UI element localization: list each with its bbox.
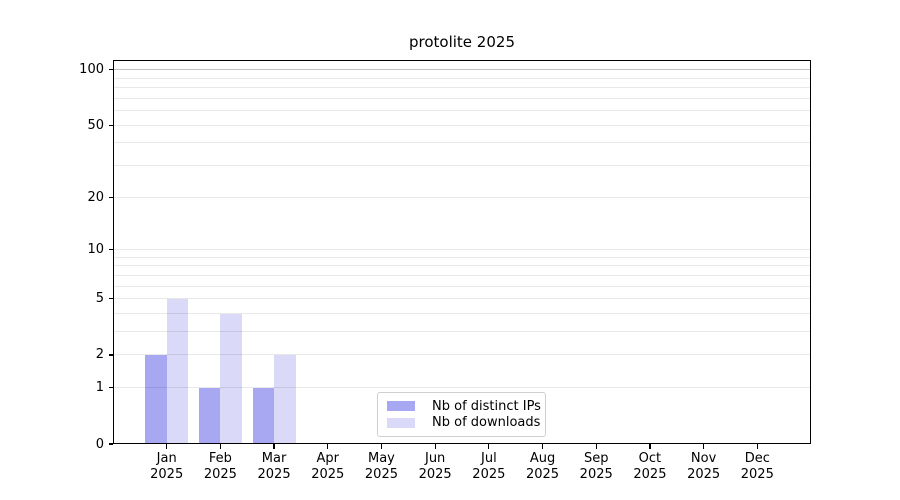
x-tick-year: 2025 <box>525 466 560 482</box>
gridline <box>113 124 811 126</box>
x-tick-label: Apr 2025 <box>293 451 363 482</box>
legend-label-distinct-ips: Nb of distinct IPs <box>432 398 541 414</box>
gridline <box>113 249 811 251</box>
bar-distinct-ips-feb <box>198 387 221 444</box>
x-tick <box>380 444 383 449</box>
x-tick-month: Feb <box>208 451 232 466</box>
gridline <box>113 165 811 167</box>
x-tick-label: Nov 2025 <box>669 451 739 482</box>
x-tick-label: May 2025 <box>346 451 416 482</box>
y-tick <box>108 196 113 198</box>
y-tick-label: 50 <box>87 117 104 133</box>
legend-swatch-distinct-ips <box>387 401 415 412</box>
y-tick <box>108 124 113 126</box>
gridline <box>113 77 811 79</box>
x-tick-year: 2025 <box>740 466 774 482</box>
x-tick-label: Feb 2025 <box>185 451 255 482</box>
legend-item-distinct-ips: Nb of distinct IPs <box>387 398 541 415</box>
y-tick <box>108 69 113 71</box>
gridline <box>113 387 811 389</box>
y-tick-label: 100 <box>79 62 104 78</box>
gridline <box>113 265 811 267</box>
y-tick-label: 2 <box>95 347 104 363</box>
x-tick-year: 2025 <box>257 466 291 482</box>
bar-downloads-mar <box>274 354 296 444</box>
x-tick-year: 2025 <box>364 466 398 482</box>
x-tick-year: 2025 <box>687 466 721 482</box>
x-tick <box>273 444 275 449</box>
x-tick <box>166 444 168 449</box>
x-tick <box>488 444 490 449</box>
gridline <box>113 196 811 198</box>
gridline <box>113 110 811 112</box>
chart-title: protolite 2025 <box>409 33 515 51</box>
bar-distinct-ips-jan <box>145 354 167 444</box>
x-tick-year: 2025 <box>311 466 345 482</box>
y-tick <box>108 298 113 300</box>
gridline <box>113 87 811 89</box>
x-tick-month: Dec <box>744 451 770 466</box>
gridline <box>113 274 811 276</box>
gridline <box>113 256 811 258</box>
x-tick-month: Sep <box>583 451 609 466</box>
x-tick-label: Oct 2025 <box>615 451 685 482</box>
y-tick-label: 5 <box>95 291 104 307</box>
x-tick-month: Jul <box>481 451 497 466</box>
x-tick-month: Oct <box>638 451 662 466</box>
legend-item-downloads: Nb of downloads <box>387 415 540 432</box>
x-tick-year: 2025 <box>150 466 184 482</box>
y-tick-label: 1 <box>95 380 104 396</box>
x-tick <box>595 444 597 449</box>
x-tick-label: Jun 2025 <box>400 451 470 482</box>
y-tick-label: 10 <box>87 242 104 258</box>
x-tick <box>756 444 758 449</box>
x-tick-label: Mar 2025 <box>239 451 309 482</box>
x-tick-year: 2025 <box>203 466 237 482</box>
x-tick-month: Aug <box>529 451 556 466</box>
y-tick <box>108 354 113 356</box>
x-tick-label: Sep 2025 <box>561 451 631 482</box>
x-tick-year: 2025 <box>472 466 506 482</box>
gridline <box>113 313 811 314</box>
x-tick-year: 2025 <box>579 466 613 482</box>
gridline <box>113 331 811 333</box>
legend: Nb of distinct IPs Nb of downloads <box>377 392 546 437</box>
x-tick-year: 2025 <box>418 466 452 482</box>
x-tick-month: Jun <box>424 451 446 466</box>
x-tick-month: Apr <box>316 451 340 466</box>
legend-label-downloads: Nb of downloads <box>432 415 541 431</box>
x-tick-month: Nov <box>690 451 717 466</box>
gridline <box>113 298 811 300</box>
gridline <box>113 69 811 71</box>
x-tick <box>327 444 329 449</box>
y-tick <box>108 387 113 389</box>
x-tick-label: Jul 2025 <box>454 451 524 482</box>
x-tick-month: Jan <box>156 451 177 466</box>
x-tick <box>434 444 436 449</box>
gridline <box>113 285 811 287</box>
bar-downloads-feb <box>220 313 242 444</box>
x-tick <box>649 444 651 449</box>
gridline <box>113 142 811 144</box>
y-tick <box>108 248 113 251</box>
x-tick-month: May <box>368 451 395 466</box>
y-tick-label: 20 <box>87 189 104 205</box>
gridline <box>113 97 811 99</box>
x-tick-label: Dec 2025 <box>722 451 792 482</box>
x-tick <box>219 444 221 449</box>
y-tick-label: 0 <box>95 436 104 452</box>
legend-swatch-downloads <box>387 417 415 428</box>
bar-downloads-jan <box>166 298 189 444</box>
x-tick-label: Aug 2025 <box>508 451 578 482</box>
x-tick-month: Mar <box>261 451 287 466</box>
bar-distinct-ips-mar <box>252 387 275 444</box>
gridline <box>113 354 811 356</box>
x-tick-label: Jan 2025 <box>132 451 202 482</box>
x-tick-year: 2025 <box>633 466 667 482</box>
y-tick <box>108 443 113 445</box>
x-tick <box>703 444 705 449</box>
x-tick <box>541 444 544 449</box>
